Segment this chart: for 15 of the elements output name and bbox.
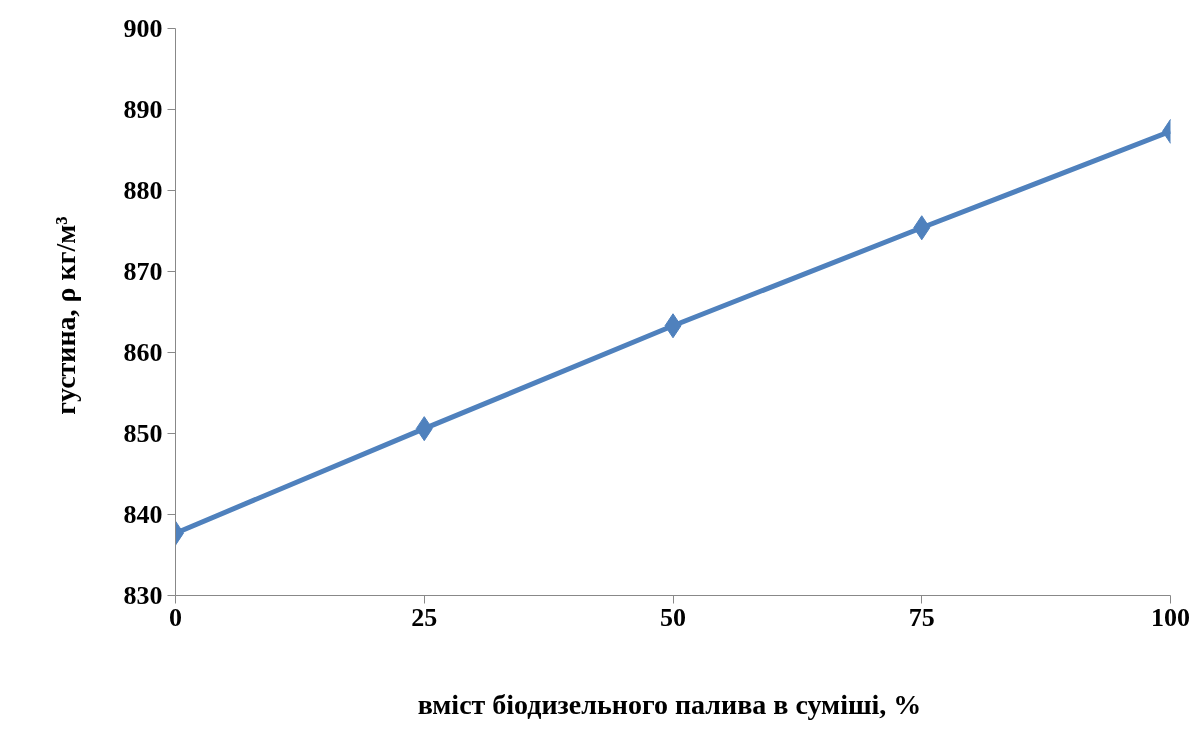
x-tick-label: 75 — [908, 602, 935, 632]
y-tick-label: 850 — [123, 419, 163, 448]
y-tick-label: 880 — [123, 176, 163, 205]
x-tick-label: 0 — [169, 602, 182, 632]
y-tick-label: 840 — [123, 500, 163, 529]
x-tick-label: 100 — [1151, 602, 1190, 632]
y-tick-label: 890 — [123, 95, 163, 124]
y-tick-label: 860 — [123, 338, 163, 367]
y-tick-label: 900 — [123, 14, 163, 43]
x-axis-title: вміст біодизельного палива в суміші, % — [417, 688, 922, 720]
x-tick-label: 25 — [411, 602, 438, 632]
y-axis-title: густина, ρ кг/м³ — [49, 216, 81, 415]
y-tick-label: 830 — [123, 581, 163, 610]
x-tick-label: 50 — [660, 602, 686, 632]
y-tick-label: 870 — [123, 257, 163, 286]
